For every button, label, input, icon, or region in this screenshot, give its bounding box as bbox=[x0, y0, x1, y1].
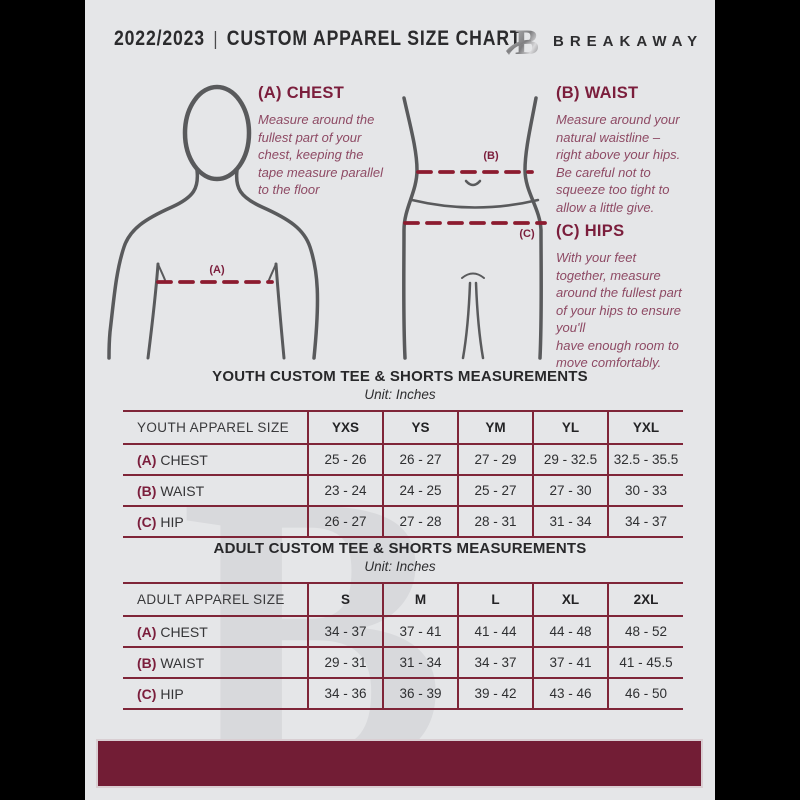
youth-size-table-container: YOUTH APPAREL SIZE YXS YS YM YL YXL (A) CHEST 2… bbox=[85, 410, 715, 538]
season-label: 2022/2023 bbox=[114, 27, 205, 50]
measurement-value-cell: 39 - 42 bbox=[457, 678, 533, 709]
measurement-label-cell: (C) HIP bbox=[137, 685, 184, 702]
title-divider: | bbox=[213, 29, 219, 50]
table-header-row: YOUTH APPAREL SIZE YXS YS YM YL YXL bbox=[123, 411, 683, 444]
measurement-value-cell: 27 - 29 bbox=[457, 444, 533, 475]
brand-name: BREAKAWAY bbox=[553, 33, 704, 50]
size-column-header: YXL bbox=[607, 411, 683, 444]
measurement-value-cell: 24 - 25 bbox=[382, 475, 458, 506]
measurement-value-cell: 23 - 24 bbox=[307, 475, 383, 506]
measurement-key: (C) bbox=[137, 513, 157, 530]
measurement-value-cell: 37 - 41 bbox=[532, 647, 608, 678]
instruction-waist-text: Measure around your natural waistline – … bbox=[556, 112, 681, 215]
instruction-chest: (A) CHEST Measure around the fullest par… bbox=[258, 84, 408, 199]
measurement-value-cell: 28 - 31 bbox=[457, 506, 533, 537]
chest-figure-illustration bbox=[107, 84, 320, 360]
youth-table-unit: Unit: Inches bbox=[364, 387, 436, 402]
adult-size-table-container: ADULT APPAREL SIZE S M L XL 2XL (A) CHEST 34 - … bbox=[85, 582, 715, 710]
youth-table-title: YOUTH CUSTOM TEE & SHORTS MEASUREMENTS bbox=[212, 368, 588, 385]
adult-measurements-section: ADULT CUSTOM TEE & SHORTS MEASUREMENTS U… bbox=[85, 540, 715, 710]
measurement-label-cell: (C) HIP bbox=[137, 513, 184, 530]
table-row: (C) HIP 26 - 27 27 - 28 28 - 31 31 - 34 34 - … bbox=[123, 506, 683, 537]
measurement-value-cell: 30 - 33 bbox=[607, 475, 683, 506]
measurement-value-cell: 31 - 34 bbox=[532, 506, 608, 537]
measurement-value-cell: 34 - 37 bbox=[607, 506, 683, 537]
size-column-header: S bbox=[307, 583, 383, 616]
measurement-value-cell: 27 - 30 bbox=[532, 475, 608, 506]
measurement-value-cell: 34 - 37 bbox=[307, 616, 383, 647]
measurement-value-cell: 26 - 27 bbox=[307, 506, 383, 537]
waist-measure-label: (B) bbox=[483, 150, 499, 162]
measurement-value-cell: 46 - 50 bbox=[607, 678, 683, 709]
adult-table-unit: Unit: Inches bbox=[364, 559, 436, 574]
measurement-value-cell: 27 - 28 bbox=[382, 506, 458, 537]
youth-measurements-section: YOUTH CUSTOM TEE & SHORTS MEASUREMENTS U… bbox=[85, 368, 715, 538]
measurement-label-cell: (A) CHEST bbox=[137, 451, 208, 468]
chest-measure-label: (A) bbox=[209, 264, 225, 276]
size-column-header: YS bbox=[382, 411, 458, 444]
measurement-key: (A) bbox=[137, 623, 157, 640]
size-header-cell: YOUTH APPAREL SIZE bbox=[137, 420, 289, 435]
footer-accent-bar bbox=[96, 739, 703, 788]
header: 2022/2023 | CUSTOM APPAREL SIZE CHART B BR… bbox=[85, 0, 715, 72]
size-table: ADULT APPAREL SIZE S M L XL 2XL (A) CHEST 34 - … bbox=[123, 582, 683, 710]
measurement-key: (B) bbox=[137, 482, 157, 499]
size-column-header: YXS bbox=[307, 411, 383, 444]
measurement-value-cell: 41 - 45.5 bbox=[607, 647, 683, 678]
table-row: (B) WAIST 29 - 31 31 - 34 34 - 37 37 - 41 41 … bbox=[123, 647, 683, 678]
measurement-value-cell: 25 - 27 bbox=[457, 475, 533, 506]
table-header-row: ADULT APPAREL SIZE S M L XL 2XL bbox=[123, 583, 683, 616]
table-row: (A) CHEST 25 - 26 26 - 27 27 - 29 29 - 32.5 3… bbox=[123, 444, 683, 475]
instruction-chest-text: Measure around the fullest part of your … bbox=[258, 112, 384, 197]
measurement-value-cell: 32.5 - 35.5 bbox=[607, 444, 683, 475]
measurement-key: (A) bbox=[137, 451, 157, 468]
measurement-label-cell: (B) WAIST bbox=[137, 654, 205, 671]
size-header-cell: ADULT APPAREL SIZE bbox=[137, 592, 285, 607]
measurement-value-cell: 25 - 26 bbox=[307, 444, 383, 475]
size-table: YOUTH APPAREL SIZE YXS YS YM YL YXL (A) CHEST 2… bbox=[123, 410, 683, 538]
table-row: (A) CHEST 34 - 37 37 - 41 41 - 44 44 - 48 48 … bbox=[123, 616, 683, 647]
adult-table-title: ADULT CUSTOM TEE & SHORTS MEASUREMENTS bbox=[213, 540, 587, 557]
instruction-hips-text: With your feet together, measure around … bbox=[556, 250, 682, 370]
waist-hip-figure-illustration bbox=[402, 96, 547, 360]
size-column-header: M bbox=[382, 583, 458, 616]
measurement-value-cell: 29 - 32.5 bbox=[532, 444, 608, 475]
measurement-value-cell: 34 - 37 bbox=[457, 647, 533, 678]
instruction-waist-heading: (B) WAIST bbox=[556, 84, 639, 102]
instruction-hips: (C) HIPS With your feet together, measur… bbox=[556, 222, 706, 372]
measurement-key: (B) bbox=[137, 654, 157, 671]
table-row: (B) WAIST 23 - 24 24 - 25 25 - 27 27 - 30 30 … bbox=[123, 475, 683, 506]
page-title: 2022/2023 | CUSTOM APPAREL SIZE CHART bbox=[114, 27, 522, 51]
size-column-header: YL bbox=[532, 411, 608, 444]
measurement-value-cell: 31 - 34 bbox=[382, 647, 458, 678]
measurement-value-cell: 36 - 39 bbox=[382, 678, 458, 709]
hip-measure-label: (C) bbox=[519, 228, 535, 240]
measurement-value-cell: 34 - 36 bbox=[307, 678, 383, 709]
measurement-value-cell: 44 - 48 bbox=[532, 616, 608, 647]
measurement-value-cell: 26 - 27 bbox=[382, 444, 458, 475]
measurement-label-cell: (A) CHEST bbox=[137, 623, 208, 640]
measurement-label-cell: (B) WAIST bbox=[137, 482, 205, 499]
measurement-value-cell: 48 - 52 bbox=[607, 616, 683, 647]
size-column-header: XL bbox=[532, 583, 608, 616]
brand-logo-icon: B bbox=[506, 22, 539, 62]
table-row: (C) HIP 34 - 36 36 - 39 39 - 42 43 - 46 46 - … bbox=[123, 678, 683, 709]
measurement-value-cell: 41 - 44 bbox=[457, 616, 533, 647]
size-column-header: YM bbox=[457, 411, 533, 444]
instruction-hips-heading: (C) HIPS bbox=[556, 222, 625, 240]
measurement-value-cell: 37 - 41 bbox=[382, 616, 458, 647]
size-column-header: L bbox=[457, 583, 533, 616]
size-chart-page: B 2022/2023 | CUSTOM APPAREL SIZE CHART B bbox=[85, 0, 715, 800]
instruction-waist: (B) WAIST Measure around your natural wa… bbox=[556, 84, 706, 216]
measurement-value-cell: 43 - 46 bbox=[532, 678, 608, 709]
instruction-chest-heading: (A) CHEST bbox=[258, 84, 345, 102]
size-column-header: 2XL bbox=[607, 583, 683, 616]
measurement-key: (C) bbox=[137, 685, 157, 702]
title-label: CUSTOM APPAREL SIZE CHART bbox=[226, 27, 522, 50]
measurement-value-cell: 29 - 31 bbox=[307, 647, 383, 678]
